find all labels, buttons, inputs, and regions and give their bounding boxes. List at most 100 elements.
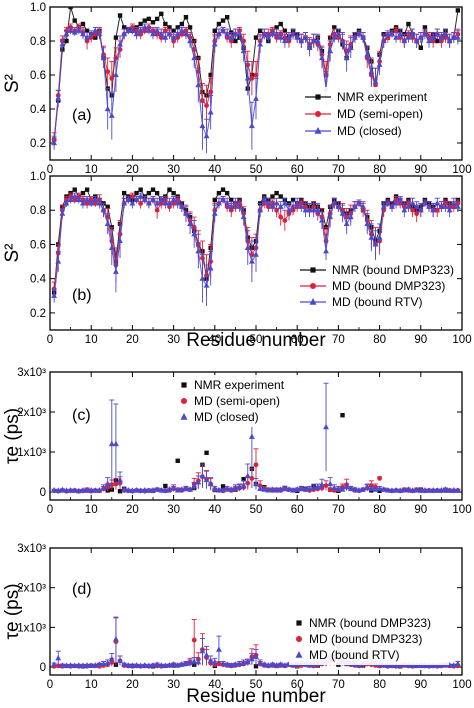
data-point — [162, 199, 169, 206]
data-point — [434, 207, 440, 213]
panel-label: (c) — [72, 407, 91, 424]
data-point — [141, 487, 148, 493]
data-point — [261, 486, 268, 492]
data-point — [84, 187, 90, 192]
data-point — [208, 72, 213, 78]
legend-entry-label: MD (bound RTV) — [309, 648, 399, 662]
y-axis-title: S² — [2, 244, 23, 263]
data-point — [286, 206, 292, 213]
y-tick-label: 0 — [40, 662, 46, 674]
y-tick-label: 0.8 — [30, 205, 46, 217]
data-point — [211, 41, 218, 47]
data-point — [413, 203, 420, 209]
data-point — [265, 199, 272, 206]
x-tick-label: 30 — [167, 334, 180, 346]
data-point — [294, 34, 301, 40]
data-point — [191, 658, 198, 664]
data-point — [430, 487, 437, 493]
data-point — [183, 660, 189, 666]
data-point — [178, 486, 185, 492]
data-point — [273, 199, 280, 206]
x-tick-label: 90 — [414, 679, 427, 691]
data-point — [265, 34, 272, 40]
data-point — [96, 199, 103, 206]
legend-entry-label: NMR experiment — [337, 90, 428, 104]
data-point — [290, 197, 296, 203]
legend-entry-label: MD (closed) — [337, 124, 402, 138]
data-point — [220, 487, 226, 493]
data-point — [187, 25, 193, 30]
x-tick-label: 90 — [414, 164, 427, 176]
data-point — [183, 485, 189, 491]
x-tick-label: 80 — [373, 504, 386, 516]
data-point — [138, 200, 144, 206]
data-point — [274, 25, 279, 30]
data-point — [117, 476, 123, 483]
data-point — [158, 196, 165, 203]
data-point — [249, 476, 255, 481]
data-point — [150, 662, 156, 668]
data-point — [72, 187, 77, 192]
x-axis-title: Residue number — [186, 686, 326, 707]
data-point — [281, 485, 288, 491]
legend: NMR experiment MD (semi-open) MD (closed) — [174, 375, 309, 427]
data-point — [368, 234, 375, 240]
data-point — [376, 61, 383, 67]
data-point — [409, 30, 416, 37]
data-point — [121, 30, 128, 37]
data-point — [248, 122, 255, 129]
panel-label: (d) — [72, 581, 92, 598]
data-point — [63, 662, 70, 668]
data-point — [170, 661, 177, 667]
y-tick-label: 1x10³ — [17, 622, 46, 634]
data-point — [178, 661, 185, 667]
data-point — [216, 190, 222, 196]
data-point — [171, 190, 176, 196]
data-point — [450, 34, 457, 40]
data-point — [269, 30, 276, 37]
x-tick-label: 50 — [250, 679, 263, 691]
data-point — [269, 661, 276, 667]
data-point — [183, 210, 189, 216]
data-point — [327, 213, 334, 220]
data-point — [187, 486, 193, 492]
data-point — [130, 194, 135, 199]
data-point — [174, 199, 181, 206]
data-point — [454, 660, 461, 666]
data-point — [146, 16, 152, 22]
data-point — [224, 15, 230, 20]
legend-entry-label: MD (semi-open) — [194, 394, 280, 408]
data-point — [422, 199, 428, 206]
data-point — [195, 247, 202, 254]
data-point — [167, 187, 172, 192]
data-point — [368, 68, 375, 74]
data-point — [174, 487, 181, 493]
data-point — [59, 662, 66, 668]
data-point — [294, 486, 301, 492]
data-point — [339, 486, 346, 492]
legend-marker — [315, 111, 321, 117]
x-tick-label: 100 — [452, 679, 471, 691]
data-point — [269, 203, 276, 209]
data-point — [191, 483, 198, 489]
data-point — [100, 660, 107, 666]
chart-panel-b: 0 10 20 30 40 50 60 70 80 90 100 0.2 0.4 0.6 0.8 1.0 S² R… — [2, 171, 472, 351]
x-tick-label: 100 — [452, 504, 471, 516]
data-point — [137, 193, 144, 199]
data-point — [163, 21, 168, 27]
chart-panel-c: 0 10 20 30 40 50 60 70 80 90 100 0 1x10³ 2x10³ 3x10³ τe… — [2, 367, 472, 516]
data-point — [220, 187, 226, 192]
data-point — [410, 207, 415, 213]
data-point — [323, 247, 329, 254]
data-point — [55, 654, 62, 661]
data-point — [426, 37, 432, 44]
data-point — [162, 34, 169, 40]
data-point — [454, 203, 461, 209]
x-tick-label: 30 — [167, 679, 180, 691]
data-point — [393, 199, 399, 206]
x-tick-label: 10 — [85, 334, 98, 346]
data-point — [220, 196, 226, 203]
x-tick-label: 90 — [414, 504, 427, 516]
data-point — [422, 487, 428, 493]
data-point — [121, 25, 127, 30]
